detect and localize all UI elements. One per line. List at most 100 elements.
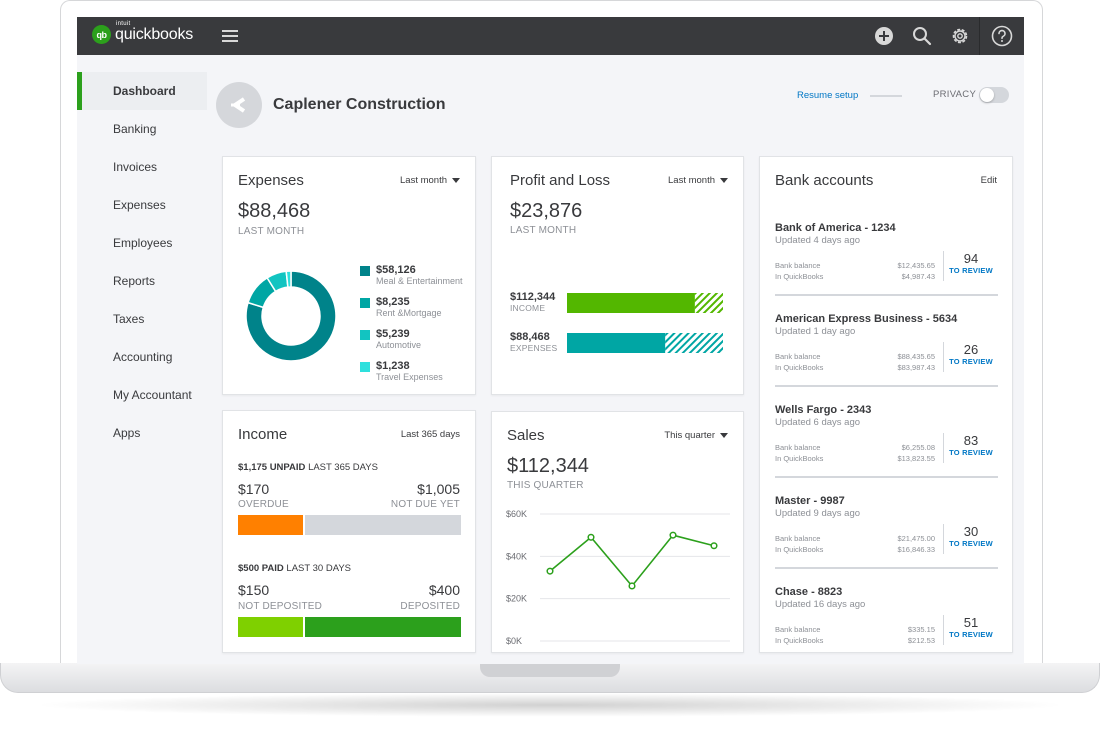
income-bar-actual[interactable]: [567, 293, 695, 313]
expenses-bar-label: $88,468 EXPENSES: [510, 331, 557, 353]
donut-slice[interactable]: [245, 270, 337, 362]
sidebar-item-banking[interactable]: Banking: [113, 122, 157, 136]
review-count: 51: [963, 615, 979, 630]
company-header: Caplener Construction: [216, 82, 445, 128]
logo-wordmark: intuit quickbooks: [115, 21, 193, 44]
bank-balance-value: $335.15: [907, 625, 935, 634]
expense-legend-automotive[interactable]: $5,239 Automotive: [360, 328, 421, 350]
donut-slice[interactable]: [285, 270, 292, 288]
expenses-title: Expenses: [238, 172, 304, 189]
not-deposited-segment[interactable]: [238, 617, 303, 637]
sales-point[interactable]: [710, 542, 718, 550]
overdue-label: OVERDUE: [238, 499, 289, 510]
bank-account-item[interactable]: Wells Fargo - 2343 Updated 6 days ago Ba…: [775, 404, 998, 484]
sales-point[interactable]: [669, 531, 677, 539]
not-due-label: NOT DUE YET: [390, 499, 460, 510]
bank-account-item[interactable]: Bank of America - 1234 Updated 4 days ag…: [775, 222, 998, 302]
expenses-bar-projected[interactable]: [665, 333, 723, 353]
income-period-label[interactable]: Last 365 days: [400, 429, 460, 440]
sidebar-item-taxes[interactable]: Taxes: [113, 312, 145, 326]
income-bar[interactable]: [567, 293, 723, 313]
y-tick-label: $60K: [506, 509, 527, 519]
profit-loss-card: Profit and Loss Last month $23,876 LAST …: [491, 156, 744, 395]
quickbooks-logo[interactable]: qb intuit quickbooks: [92, 21, 193, 44]
expense-legend-rent[interactable]: $8,235 Rent &Mortgage: [360, 296, 442, 318]
to-review-button[interactable]: 94 TO REVIEW: [943, 251, 998, 281]
sales-period-dropdown[interactable]: This quarter: [664, 430, 728, 441]
paid-bar[interactable]: [238, 617, 461, 637]
unpaid-period: LAST 365 DAYS: [308, 462, 378, 473]
search-button[interactable]: [903, 17, 941, 55]
edit-bank-accounts-link[interactable]: Edit: [980, 175, 997, 186]
legend-swatch: [360, 266, 370, 276]
unpaid-bar[interactable]: [238, 515, 461, 535]
sales-period: THIS QUARTER: [507, 480, 584, 491]
sidebar-item-apps[interactable]: Apps: [113, 426, 141, 440]
legend-swatch: [360, 362, 370, 372]
legend-label: Rent &Mortgage: [376, 308, 442, 318]
qb-balance-label: In QuickBooks: [775, 272, 824, 281]
income-card: Income Last 365 days $1,175 UNPAID LAST …: [222, 410, 476, 653]
chevron-down-icon: [720, 178, 728, 183]
search-icon: [913, 27, 932, 46]
to-review-button[interactable]: 26 TO REVIEW: [943, 342, 998, 372]
bank-account-item[interactable]: American Express Business - 5634 Updated…: [775, 313, 998, 393]
sales-point[interactable]: [587, 533, 595, 541]
company-logo-icon[interactable]: [216, 82, 262, 128]
expenses-donut-chart[interactable]: [236, 261, 346, 371]
sidebar-item-accounting[interactable]: Accounting: [113, 350, 173, 364]
expenses-period-dropdown[interactable]: Last month: [400, 175, 460, 186]
resume-setup-link[interactable]: Resume setup: [797, 90, 859, 101]
deposited-segment[interactable]: [304, 617, 461, 637]
to-review-button[interactable]: 83 TO REVIEW: [943, 433, 998, 463]
profit-loss-period-dropdown[interactable]: Last month: [668, 175, 728, 186]
to-review-button[interactable]: 30 TO REVIEW: [943, 524, 998, 554]
bank-balance-value: $21,475.00: [897, 534, 935, 543]
sidebar-item-reports[interactable]: Reports: [113, 274, 156, 288]
bank-balance-label: Bank balance: [775, 625, 821, 634]
expense-legend-travel[interactable]: $1,238 Travel Expenses: [360, 360, 443, 382]
sidebar-item-my-accountant[interactable]: My Accountant: [113, 388, 192, 402]
qb-balance-value: $16,846.33: [897, 545, 935, 554]
sales-title: Sales: [507, 427, 545, 444]
settings-button[interactable]: [941, 17, 979, 55]
help-button[interactable]: [979, 17, 1024, 55]
sales-point[interactable]: [546, 567, 554, 575]
review-count: 26: [963, 342, 979, 357]
expenses-period: LAST MONTH: [238, 226, 305, 237]
bank-updated: Updated 9 days ago: [775, 508, 861, 519]
divider: [775, 294, 998, 296]
app-screen: qb intuit quickbooks: [77, 17, 1024, 664]
sales-line-chart[interactable]: $60K $40K $20K $0K: [500, 504, 740, 650]
laptop-shadow: [30, 693, 1070, 717]
expenses-bar[interactable]: [567, 333, 723, 353]
qb-balance-label: In QuickBooks: [775, 363, 824, 372]
bank-account-name: Master - 9987: [775, 495, 845, 507]
legend-swatch: [360, 330, 370, 340]
sales-point[interactable]: [628, 582, 636, 590]
bank-account-item[interactable]: Chase - 8823 Updated 16 days ago Bank ba…: [775, 586, 998, 656]
sidebar-item-dashboard[interactable]: Dashboard: [77, 72, 207, 110]
sales-amount: $112,344: [507, 455, 589, 477]
qb-balance-label: In QuickBooks: [775, 545, 824, 554]
sidebar-item-expenses[interactable]: Expenses: [113, 198, 166, 212]
overdue-segment[interactable]: [238, 515, 303, 535]
legend-label: Travel Expenses: [376, 372, 443, 382]
review-count: 94: [963, 251, 979, 266]
not-due-segment[interactable]: [304, 515, 461, 535]
expense-legend-meals[interactable]: $58,126 Meal & Entertainment: [360, 264, 463, 286]
to-review-button[interactable]: 51 TO REVIEW: [943, 615, 998, 645]
privacy-label: PRIVACY: [933, 89, 977, 100]
income-bar-projected[interactable]: [694, 293, 723, 313]
privacy-toggle[interactable]: [979, 87, 1009, 103]
help-icon: [991, 25, 1013, 47]
expenses-bar-actual[interactable]: [567, 333, 666, 353]
intuit-label: intuit: [116, 20, 131, 27]
sidebar-item-invoices[interactable]: Invoices: [113, 160, 158, 174]
bank-account-item[interactable]: Master - 9987 Updated 9 days ago Bank ba…: [775, 495, 998, 575]
to-review-label: TO REVIEW: [949, 539, 993, 548]
sidebar-item-employees[interactable]: Employees: [113, 236, 173, 250]
create-button[interactable]: [865, 17, 903, 55]
menu-icon[interactable]: [222, 30, 238, 43]
income-amount: $112,344: [510, 291, 556, 303]
